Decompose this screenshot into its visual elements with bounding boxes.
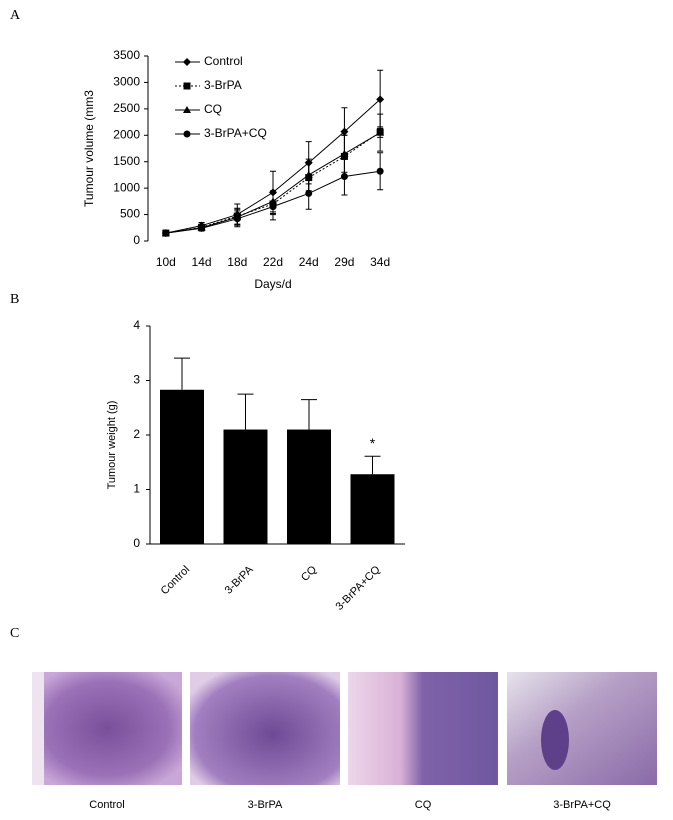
x-tick-label: 10d	[156, 255, 176, 269]
bar	[223, 429, 268, 544]
x-tick-label: CQ	[299, 563, 319, 583]
x-tick-label: 14d	[192, 255, 212, 269]
legend-label: 3-BrPA	[204, 78, 242, 92]
image-caption: Control	[89, 799, 124, 811]
y-tick-label: 3500	[113, 48, 140, 62]
error-bar	[174, 357, 190, 390]
marker	[183, 106, 191, 113]
marker	[305, 189, 313, 197]
marker	[304, 170, 313, 178]
y-axis-label: Tumour weight (g)	[106, 401, 118, 490]
x-tick-label: 29d	[334, 255, 354, 269]
marker	[183, 130, 191, 138]
x-axis-label: Days/d	[254, 277, 291, 291]
error-bar	[364, 455, 381, 475]
panel-label: C	[10, 626, 19, 641]
x-tick-label: Control	[159, 564, 193, 598]
error-bar	[237, 393, 254, 430]
y-tick-label: 3000	[113, 75, 140, 89]
x-tick-label: 34d	[370, 255, 390, 269]
panel-label: B	[10, 292, 19, 307]
legend-label: Control	[204, 54, 243, 68]
bar	[350, 474, 395, 544]
marker	[340, 127, 349, 136]
y-tick-label: 1500	[113, 154, 140, 168]
marker	[340, 149, 349, 157]
x-tick-label: 18d	[227, 255, 247, 269]
marker	[340, 173, 348, 181]
bar	[160, 389, 204, 544]
image-caption: 3-BrPA	[248, 799, 283, 811]
y-tick-label: 1	[133, 482, 140, 496]
marker	[162, 229, 170, 237]
y-tick-label: 2000	[113, 127, 140, 141]
panel-label: A	[10, 8, 21, 23]
y-tick-label: 0	[133, 536, 140, 550]
y-tick-label: 2500	[113, 101, 140, 115]
y-axis-label: Tumour volume (mm3	[82, 90, 96, 207]
x-tick-label: 24d	[299, 255, 319, 269]
legend-label: 3-BrPA+CQ	[204, 126, 267, 140]
y-tick-label: 2	[133, 427, 140, 441]
image	[507, 672, 657, 785]
y-tick-label: 1000	[113, 180, 140, 194]
x-tick-label: 3-BrPA	[223, 563, 256, 596]
marker	[376, 128, 385, 136]
marker	[376, 167, 384, 175]
y-tick-label: 3	[133, 373, 140, 387]
y-tick-label: 500	[120, 207, 140, 221]
image-detail	[541, 710, 569, 770]
image	[32, 672, 182, 785]
marker	[183, 82, 191, 90]
y-tick-label: 0	[133, 233, 140, 247]
image	[348, 672, 498, 785]
histology-images	[32, 672, 657, 785]
y-tick-label: 4	[133, 318, 140, 332]
image-edge	[32, 672, 44, 785]
legend-label: CQ	[204, 102, 222, 116]
marker	[198, 224, 206, 232]
marker	[376, 95, 385, 104]
marker	[269, 203, 277, 211]
x-tick-label: 3-BrPA+CQ	[333, 563, 383, 613]
significance-label: *	[370, 435, 376, 451]
marker	[233, 215, 241, 223]
marker	[183, 58, 191, 66]
bar	[287, 429, 331, 544]
error-bar	[301, 399, 317, 430]
image-caption: 3-BrPA+CQ	[553, 799, 611, 811]
image-caption: CQ	[415, 799, 432, 811]
x-tick-label: 22d	[263, 255, 283, 269]
image	[190, 672, 340, 785]
